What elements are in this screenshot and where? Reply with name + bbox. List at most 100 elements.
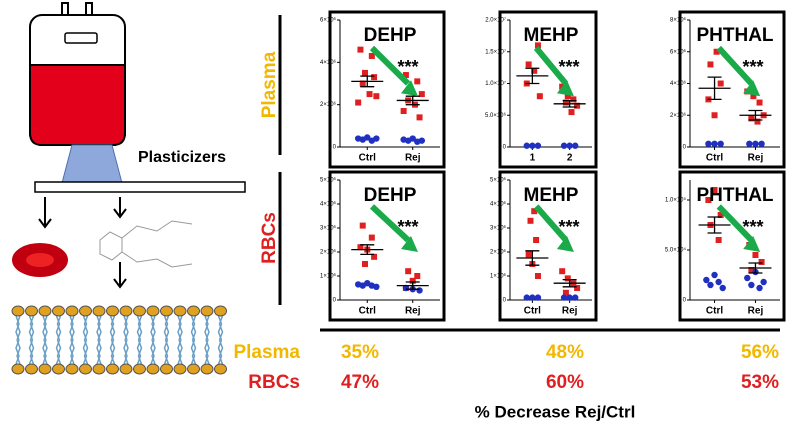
point	[373, 93, 380, 100]
point	[713, 48, 720, 55]
point	[359, 80, 366, 87]
point	[529, 294, 536, 301]
point	[559, 268, 566, 275]
y-tick-label: 1×10⁶	[490, 273, 507, 280]
annotation: ***	[397, 57, 418, 77]
point	[564, 93, 571, 100]
point	[711, 140, 718, 148]
arrow-head	[401, 80, 418, 97]
lipid-head	[79, 305, 92, 317]
lipid-head	[173, 363, 187, 375]
y-tick-label: 1.5×10⁷	[485, 48, 506, 55]
lipid-tail	[136, 315, 143, 365]
y-tick-label: 5×10⁶	[320, 177, 337, 184]
lipid-head	[133, 305, 146, 317]
x-tick-label: Rej	[748, 153, 764, 164]
table-cell: 35%	[341, 342, 379, 363]
lipid-head	[146, 305, 160, 317]
x-tick-label: 2	[567, 153, 573, 164]
point	[717, 212, 724, 218]
x-tick-label: 1	[530, 153, 536, 164]
point	[368, 52, 375, 59]
lipid-head	[65, 305, 79, 317]
lipid-head	[65, 363, 79, 375]
point	[414, 273, 421, 279]
arrow-head	[743, 236, 761, 252]
lipid-head	[160, 305, 173, 317]
lipid-tail	[15, 315, 21, 365]
y-tick-label: 1.0×10⁷	[485, 80, 506, 87]
point	[752, 140, 759, 148]
annotation: ***	[742, 217, 763, 237]
point	[533, 237, 540, 243]
lipid-head	[173, 305, 187, 317]
point	[574, 285, 581, 291]
point	[527, 217, 534, 224]
lipid-tail	[123, 315, 129, 365]
lipid-head	[38, 305, 52, 317]
mean-sem	[739, 262, 772, 274]
arrow	[369, 45, 411, 86]
point	[744, 274, 751, 282]
point	[711, 271, 718, 279]
y-tick-label: 8×10⁶	[670, 17, 687, 24]
y-tick-label: 0	[333, 145, 337, 151]
point	[525, 61, 532, 68]
lipid-tail	[190, 315, 197, 365]
lipid-tail	[163, 315, 170, 365]
lipid-tail	[82, 315, 89, 365]
lipid-tail	[55, 315, 62, 365]
point	[373, 135, 380, 142]
chart-title: DEHP	[364, 25, 417, 46]
lipid-head	[119, 363, 133, 375]
point	[756, 284, 763, 292]
point	[707, 281, 714, 289]
point	[566, 142, 573, 149]
mean-sem	[351, 244, 384, 256]
lipid-tail	[177, 315, 183, 365]
x-tick-label: Ctrl	[359, 306, 376, 317]
point	[366, 91, 373, 98]
y-tick-label: 4×10⁶	[320, 201, 337, 208]
point	[560, 294, 568, 301]
lipid-head	[160, 363, 173, 375]
lipid-head	[52, 363, 65, 375]
lipid-head	[200, 363, 214, 375]
y-tick-label: 4×10⁶	[320, 59, 337, 66]
point	[748, 281, 755, 289]
point	[534, 294, 542, 301]
x-tick-label: Ctrl	[524, 306, 541, 317]
y-tick-label: 5×10⁶	[490, 177, 507, 184]
point	[525, 251, 532, 258]
y-tick-label: 3×10⁶	[320, 225, 337, 232]
plot-frame	[678, 10, 786, 169]
point	[418, 91, 425, 98]
point	[416, 287, 423, 294]
point	[373, 283, 380, 290]
point	[719, 284, 726, 292]
lipid-head	[106, 363, 119, 375]
point	[564, 275, 571, 282]
point	[529, 142, 536, 149]
chart-title: MEHP	[524, 25, 579, 46]
plot-frame	[498, 170, 598, 322]
point	[362, 261, 368, 267]
lipid-head	[187, 363, 200, 375]
arrow-head	[556, 236, 574, 252]
point	[572, 294, 579, 301]
lipid-head	[38, 363, 52, 375]
plot-frame	[678, 170, 786, 322]
point	[536, 93, 543, 100]
point	[414, 78, 421, 85]
mean-sem	[698, 76, 731, 101]
x-tick-label: Ctrl	[706, 153, 723, 164]
point	[574, 102, 581, 109]
mean-sem	[516, 67, 549, 85]
lipid-head	[214, 363, 227, 375]
plot-frame	[328, 10, 446, 169]
point	[531, 208, 538, 215]
point	[754, 118, 761, 125]
y-tick-label: 1×10⁶	[320, 273, 337, 280]
lipid-head	[52, 305, 65, 317]
